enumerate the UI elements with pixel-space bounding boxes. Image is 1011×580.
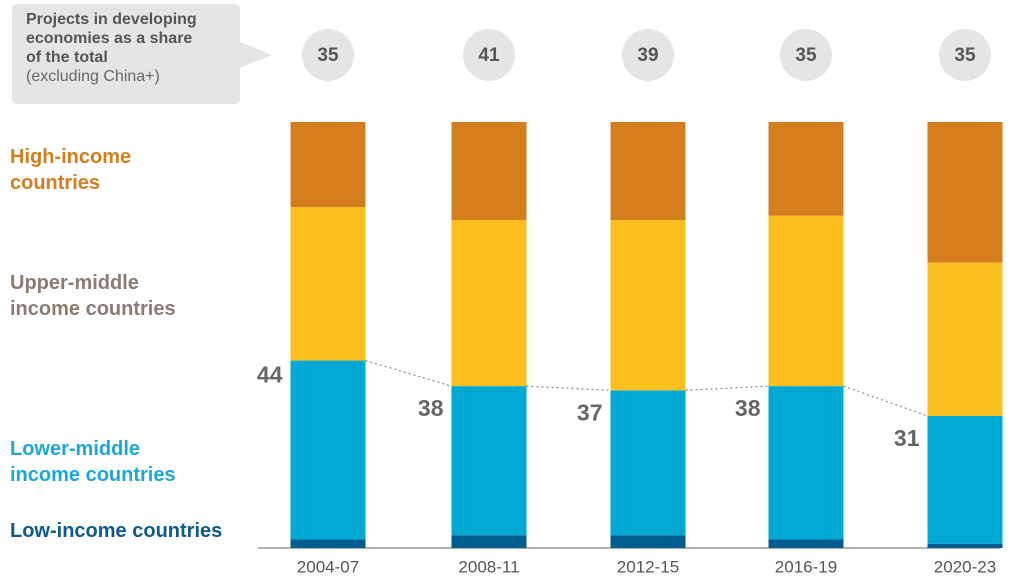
bar-segment xyxy=(290,539,366,548)
share-circle xyxy=(939,29,991,81)
bar-segment xyxy=(610,535,686,548)
bar-segment xyxy=(451,219,527,387)
legend-label: High-income countries xyxy=(10,146,132,194)
combined-label: 31 xyxy=(894,425,920,451)
share-circle xyxy=(780,29,832,81)
combined-label: 37 xyxy=(577,399,603,425)
bar-segment xyxy=(768,215,844,387)
share-label: 39 xyxy=(637,45,658,66)
bar-segment xyxy=(451,535,527,548)
bar-segment xyxy=(290,360,366,540)
bar-segment xyxy=(927,122,1003,263)
bar-segment xyxy=(451,386,527,536)
share-label: 35 xyxy=(954,45,976,66)
share-circle xyxy=(463,29,515,81)
callout-note: (excluding China+) xyxy=(26,68,160,85)
combined-label: 38 xyxy=(418,395,444,421)
bar-segment xyxy=(768,386,844,540)
share-label: 41 xyxy=(478,45,500,66)
bar-segment xyxy=(927,262,1003,416)
combined-line xyxy=(365,359,452,387)
combined-line xyxy=(843,385,928,417)
bar-segment xyxy=(451,122,527,220)
share-label: 35 xyxy=(317,45,339,66)
bar-segment xyxy=(610,219,686,391)
bar-segment xyxy=(610,390,686,536)
bar-segment xyxy=(768,539,844,548)
callout-text: economies as a share xyxy=(26,30,192,47)
legend-label: Upper-middle income countries xyxy=(10,272,176,320)
x-tick-label: 2016-19 xyxy=(775,557,837,576)
bar-segment xyxy=(290,122,366,208)
x-tick-label: 2020-23 xyxy=(934,557,996,576)
legend-label: Low-income countries xyxy=(10,520,223,542)
share-label: 35 xyxy=(795,45,817,66)
share-circle xyxy=(302,29,354,81)
bar-segment xyxy=(927,543,1003,548)
share-circle xyxy=(622,29,674,81)
x-tick-label: 2004-07 xyxy=(297,557,359,576)
bar-segment xyxy=(768,122,844,216)
combined-label: 44 xyxy=(257,362,283,388)
combined-line xyxy=(526,385,611,391)
callout-bubble xyxy=(12,4,272,104)
callout-text: of the total xyxy=(26,49,108,66)
bar-segment xyxy=(610,122,686,220)
bar-segment xyxy=(290,207,366,361)
callout-text: Projects in developing xyxy=(26,11,197,28)
combined-line xyxy=(685,385,769,391)
combined-label: 38 xyxy=(735,395,761,421)
bar-segment xyxy=(927,415,1003,544)
x-tick-label: 2012-15 xyxy=(617,557,679,576)
legend-label: Lower-middle income countries xyxy=(10,438,176,486)
x-tick-label: 2008-11 xyxy=(458,557,519,576)
